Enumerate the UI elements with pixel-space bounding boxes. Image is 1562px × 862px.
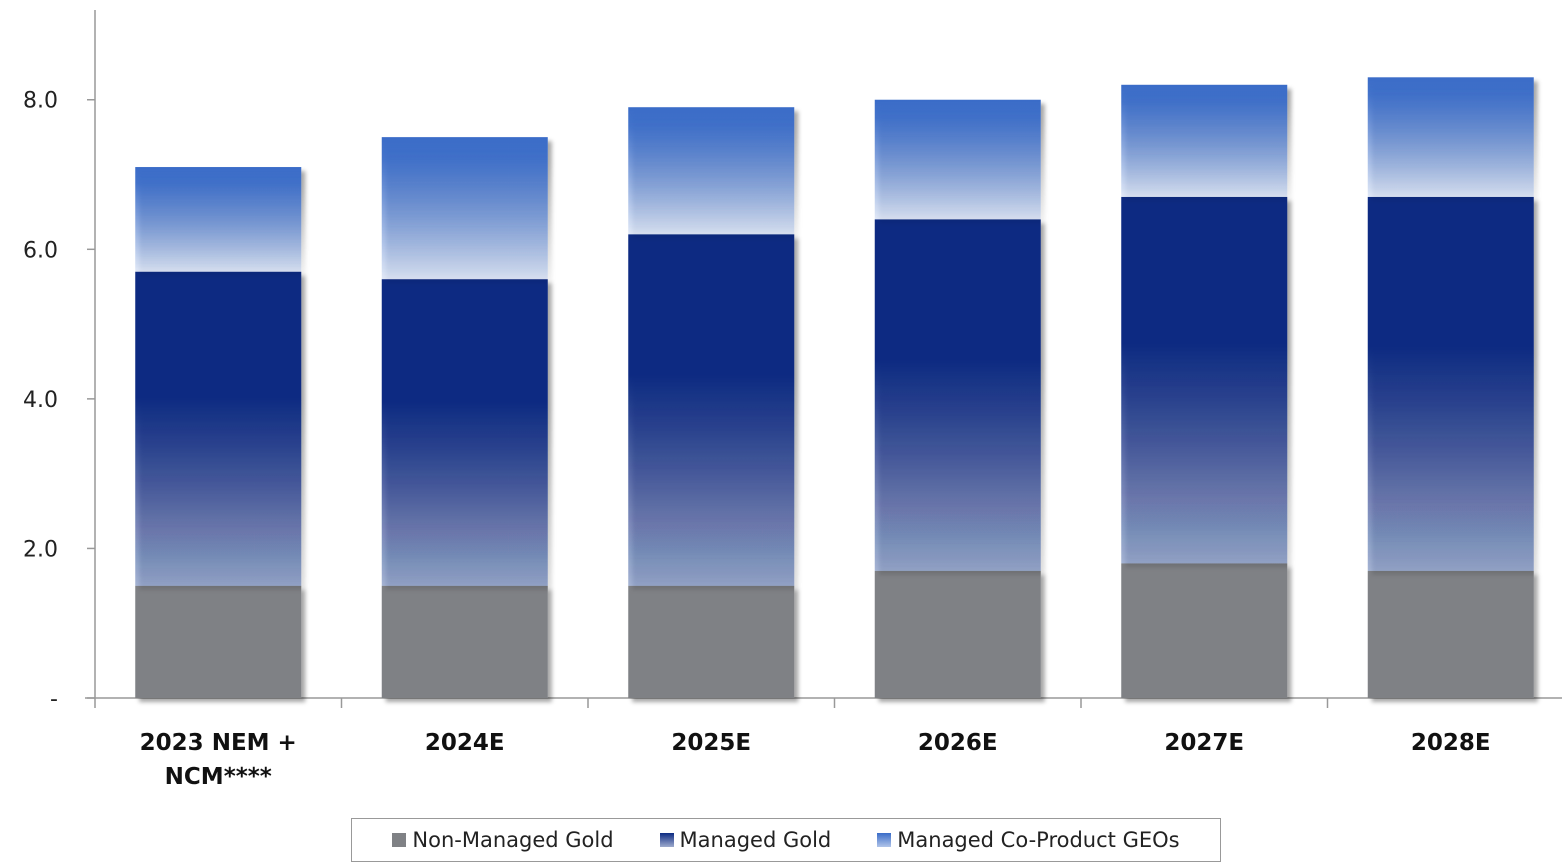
legend-swatch: [659, 833, 674, 847]
bar-segment: [1367, 196, 1534, 571]
legend-label: Managed Gold: [679, 828, 832, 852]
bar-segment: [135, 271, 302, 586]
legend-item: Managed Co-Product GEOs: [877, 828, 1180, 852]
legend-label: Managed Co-Product GEOs: [897, 828, 1180, 852]
bar-segment: [874, 99, 1041, 220]
y-tick-label: 8.0: [23, 89, 58, 114]
bar-segment: [1121, 563, 1288, 698]
legend-swatch: [392, 833, 407, 847]
legend-item: Managed Gold: [659, 828, 832, 852]
x-tick-label: 2026E: [917, 730, 998, 756]
bar-segment: [135, 167, 302, 272]
bar-segment: [381, 279, 548, 586]
bar-segment: [1367, 570, 1534, 698]
x-tick-label: 2023 NEM + NCM****: [139, 730, 297, 790]
bar-segment: [1121, 196, 1288, 564]
legend-item: Non-Managed Gold: [392, 828, 614, 852]
legend-label: Non-Managed Gold: [412, 828, 614, 852]
y-tick-label: 2.0: [23, 537, 58, 562]
bar-segment: [1121, 84, 1288, 197]
x-tick-label: 2028E: [1410, 730, 1491, 756]
bar-segment: [628, 585, 795, 698]
x-tick-label: 2024E: [424, 730, 505, 756]
x-tick-label: 2027E: [1164, 730, 1245, 756]
y-tick-label: 6.0: [23, 238, 58, 263]
y-tick-label: 4.0: [23, 388, 58, 413]
y-tick-label: -: [50, 687, 58, 712]
bar-segment: [874, 219, 1041, 571]
legend: Non-Managed Gold Managed Gold Managed Co-P…: [351, 818, 1221, 862]
bar-segment: [381, 137, 548, 280]
legend-swatch: [877, 833, 892, 847]
bar-segment: [628, 107, 795, 235]
bar-segment: [135, 585, 302, 698]
bar-segment: [874, 570, 1041, 698]
bar-segment: [628, 234, 795, 586]
bar-segment: [381, 585, 548, 698]
x-tick-label: 2025E: [671, 730, 752, 756]
bar-segment: [1367, 77, 1534, 197]
